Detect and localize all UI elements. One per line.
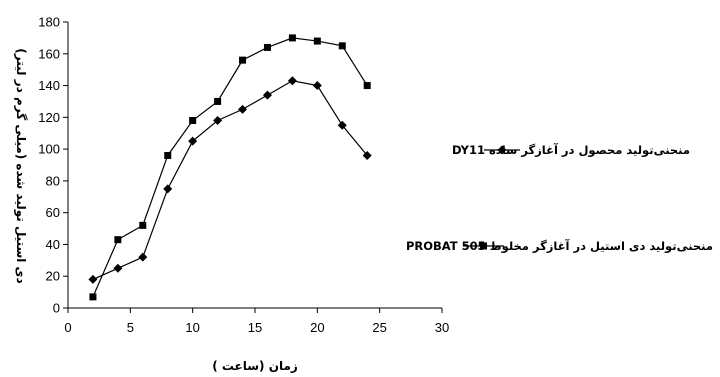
data-point: [263, 43, 271, 51]
legend: منحنی‌تولید محصول در آغازگر ساده DY11 منح…: [406, 143, 713, 254]
data-point: [288, 34, 296, 42]
data-point: [262, 90, 272, 100]
data-point: [338, 42, 346, 50]
data-point: [88, 274, 98, 284]
legend-item-1: منحنی‌تولید محصول در آغازگر ساده DY11: [452, 143, 690, 158]
data-point: [362, 150, 372, 160]
data-point: [188, 136, 198, 146]
x-tick-label: 25: [372, 320, 386, 335]
data-point: [214, 97, 222, 105]
data-point: [113, 263, 123, 273]
legend-marker: [480, 242, 487, 250]
axes: 0 20 40 60 80 100 120 140 160 180 0 5 10 15 20 25 30: [38, 15, 449, 336]
y-tick-label: 100: [38, 142, 60, 157]
data-point: [213, 116, 223, 126]
data-point: [239, 56, 247, 64]
data-point: [138, 252, 148, 262]
data-point: [163, 184, 173, 194]
x-tick-label: 15: [248, 320, 262, 335]
data-point: [287, 76, 297, 86]
y-tick-label: 120: [38, 110, 60, 125]
y-tick-label: 40: [46, 237, 60, 252]
series-2: [89, 34, 371, 301]
legend-marker: [497, 145, 507, 155]
data-point: [139, 221, 147, 229]
series-1: [88, 76, 372, 284]
y-tick-label: 80: [46, 173, 60, 188]
y-tick-label: 180: [38, 15, 60, 30]
y-tick-label: 20: [46, 269, 60, 284]
data-point: [337, 120, 347, 130]
data-point: [114, 236, 122, 244]
y-tick-label: 140: [38, 78, 60, 93]
series-line: [92, 37, 368, 298]
series-layer: [88, 34, 372, 301]
legend-label: منحنی‌تولید دی استیل در آغازگر مخلوط PRO…: [406, 239, 713, 254]
x-tick-label: 0: [64, 320, 71, 335]
data-point: [312, 81, 322, 91]
data-point: [363, 82, 371, 90]
series-line: [92, 80, 368, 280]
y-tick-label: 160: [38, 46, 60, 61]
data-point: [313, 37, 321, 45]
x-tick-label: 5: [127, 320, 134, 335]
x-tick-label: 30: [435, 320, 449, 335]
data-point: [238, 104, 248, 114]
x-tick-label: 20: [310, 320, 324, 335]
y-tick-label: 60: [46, 205, 60, 220]
x-axis-title: زمان (ساعت ): [212, 359, 298, 373]
data-point: [89, 293, 97, 301]
data-point: [164, 151, 172, 159]
legend-item-2: منحنی‌تولید دی استیل در آغازگر مخلوط PRO…: [406, 239, 713, 254]
legend-label: منحنی‌تولید محصول در آغازگر ساده DY11: [452, 143, 690, 158]
x-tick-label: 10: [185, 320, 199, 335]
data-point: [189, 117, 197, 125]
y-tick-label: 0: [53, 301, 60, 316]
y-axis-title: دی استیل تولید شده (میلی گرم در لیتر): [13, 48, 28, 283]
